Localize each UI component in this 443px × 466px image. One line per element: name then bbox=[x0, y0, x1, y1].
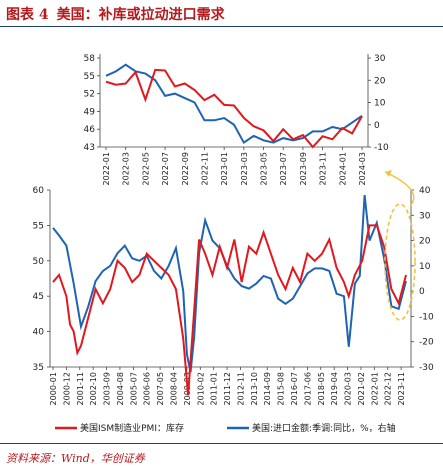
highlight-ellipse bbox=[384, 203, 416, 321]
main-x-tick-label: 2010-02 bbox=[196, 372, 205, 405]
main-x-tick-label: 2023-11 bbox=[397, 372, 406, 405]
inset-x-tick-label: 2024-03 bbox=[358, 152, 367, 185]
main-x-tick-label: 2018-05 bbox=[317, 372, 326, 405]
inset-x-tick-label: 2023-07 bbox=[279, 152, 288, 185]
inset-x-tick-label: 2023-11 bbox=[319, 152, 328, 185]
main-x-tick-label: 2020-03 bbox=[344, 372, 353, 405]
main-x-tick-label: 2000-01 bbox=[49, 372, 58, 405]
main-right-tick-label: 20 bbox=[419, 237, 431, 247]
main-x-tick-label: 2002-10 bbox=[89, 372, 98, 405]
inset-right-tick-label: 20 bbox=[374, 76, 386, 86]
title-rule bbox=[0, 26, 443, 27]
main-right-tick-label: -20 bbox=[419, 338, 434, 348]
inset-imports-line bbox=[105, 63, 363, 144]
main-right-tick-label: -10 bbox=[419, 312, 434, 322]
source-note: 资料来源：Wind，华创证券 bbox=[6, 452, 145, 465]
main-left-tick-label: 45 bbox=[33, 292, 44, 302]
inset-x-tick-label: 2024-01 bbox=[338, 152, 347, 185]
figure-title: 图表 4 美国：补库或拉动进口需求 bbox=[6, 4, 233, 24]
main-x-tick-label: 2011-01 bbox=[210, 372, 219, 405]
inset-pmi-line bbox=[105, 68, 363, 149]
highlight-arrowhead bbox=[385, 170, 392, 177]
main-left-tick-label: 35 bbox=[33, 363, 44, 373]
main-x-tick-label: 2003-09 bbox=[103, 372, 112, 405]
inset-right-tick-label: -10 bbox=[374, 143, 389, 153]
legend-pmi-label: 美国ISM制造业PMI：库存 bbox=[80, 422, 184, 434]
inset-x-tick-label: 2022-07 bbox=[161, 152, 170, 185]
inset-x-tick-label: 2022-09 bbox=[181, 152, 190, 185]
inset-left-tick-label: 46 bbox=[84, 125, 96, 135]
main-right-tick-label: 10 bbox=[419, 262, 431, 272]
main-left-tick-label: 55 bbox=[33, 221, 44, 231]
main-x-tick-label: 2021-02 bbox=[357, 372, 366, 405]
main-right-tick-label: 40 bbox=[419, 186, 431, 196]
main-x-tick-label: 2011-12 bbox=[223, 372, 232, 405]
inset-right-tick-label: 10 bbox=[374, 99, 386, 109]
inset-x-tick-label: 2022-05 bbox=[141, 152, 150, 185]
main-x-tick-label: 2013-10 bbox=[250, 372, 259, 405]
main-x-tick-label: 2006-06 bbox=[143, 372, 152, 405]
figure-title-text: 美国：补库或拉动进口需求 bbox=[56, 7, 225, 23]
main-left-tick-label: 50 bbox=[33, 257, 45, 267]
main-right-tick-label: 0 bbox=[419, 287, 425, 297]
main-left-tick-label: 60 bbox=[33, 186, 45, 196]
inset-left-tick-label: 58 bbox=[84, 54, 96, 64]
inset-x-tick-label: 2022-03 bbox=[122, 152, 131, 185]
inset-right-tick-label: 0 bbox=[374, 121, 380, 131]
main-left-tick-label: 40 bbox=[33, 328, 45, 338]
inset-x-tick-label: 2023-05 bbox=[260, 152, 269, 185]
main-x-tick-label: 2022-12 bbox=[384, 372, 393, 405]
inset-x-tick-label: 2023-01 bbox=[220, 152, 229, 185]
source-rule bbox=[0, 443, 443, 444]
inset-left-tick-label: 55 bbox=[84, 72, 95, 82]
inset-x-tick-label: 2022-01 bbox=[102, 152, 111, 185]
main-x-tick-label: 2022-01 bbox=[370, 372, 379, 405]
main-x-tick-label: 2001-11 bbox=[76, 372, 85, 405]
legend-imports-label: 美国:进口金额:季调:同比，%，右轴 bbox=[252, 422, 396, 434]
main-x-tick-label: 2014-09 bbox=[263, 372, 272, 405]
inset-left-tick-label: 43 bbox=[84, 143, 95, 153]
inset-left-tick-label: 52 bbox=[84, 90, 95, 100]
main-x-tick-label: 2004-08 bbox=[116, 372, 125, 405]
figure-number: 图表 4 bbox=[6, 7, 49, 23]
main-pmi-line bbox=[52, 224, 407, 396]
main-x-tick-label: 2015-08 bbox=[277, 372, 286, 405]
inset-left-tick-label: 49 bbox=[84, 107, 96, 117]
inset-x-tick-label: 2023-09 bbox=[299, 152, 308, 185]
main-x-tick-label: 2008-04 bbox=[170, 372, 179, 405]
main-x-tick-label: 2007-05 bbox=[156, 372, 165, 405]
inset-x-tick-label: 2022-11 bbox=[200, 152, 209, 185]
main-right-tick-label: -30 bbox=[419, 363, 434, 373]
highlight-arrow bbox=[384, 171, 415, 207]
main-x-tick-label: 2005-07 bbox=[129, 372, 138, 405]
main-x-tick-label: 2019-04 bbox=[330, 372, 339, 405]
main-x-tick-label: 2000-12 bbox=[62, 372, 71, 405]
main-x-tick-label: 2017-06 bbox=[303, 372, 312, 405]
main-x-tick-label: 2016-07 bbox=[290, 372, 299, 405]
main-x-tick-label: 2012-11 bbox=[236, 372, 245, 405]
main-right-tick-label: 30 bbox=[419, 211, 431, 221]
inset-x-tick-label: 2023-03 bbox=[240, 152, 249, 185]
inset-right-tick-label: 30 bbox=[374, 54, 386, 64]
